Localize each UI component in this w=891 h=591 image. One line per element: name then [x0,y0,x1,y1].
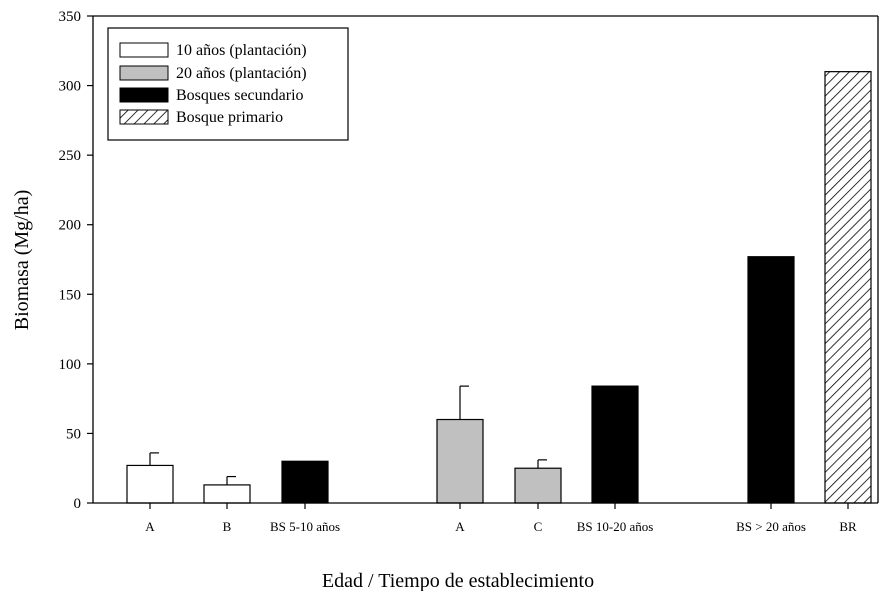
x-category-label: BS 5-10 años [270,519,340,534]
y-ticks: 0 50 100 150 200 250 300 350 [59,9,93,512]
bar [747,256,795,504]
legend-label: Bosques secundario [176,87,304,104]
y-tick-label: 50 [66,426,81,442]
y-tick-label: 200 [59,218,82,234]
legend-swatch [119,109,169,125]
bar [591,385,639,504]
y-tick-label: 250 [59,148,82,164]
bar [824,71,872,504]
axes-layer [92,15,879,504]
y-tick-label: 300 [59,79,82,95]
x-category-label: A [455,519,465,534]
x-category-label: B [223,519,232,534]
y-tick-label: 350 [59,9,82,25]
legend-label: 20 años (plantación) [176,65,307,82]
x-category-label: BR [839,519,857,534]
bars-layer [126,71,872,504]
y-tick-label: 0 [74,496,82,512]
legend-swatch [119,42,169,58]
legend-label: Bosque primario [176,109,283,126]
x-category-label: A [145,519,155,534]
y-tick-label: 100 [59,357,82,373]
legend: 10 años (plantación) 20 años (plantación)… [107,27,349,141]
x-category-label: C [534,519,543,534]
y-tick-label: 150 [59,287,82,303]
bar [203,484,251,504]
legend-swatch [119,87,169,103]
x-category-labels: A B BS 5-10 años A C BS 10-20 años BS > 20 año… [145,503,857,534]
bar [514,467,562,504]
bar [436,418,484,504]
y-axis-title: Biomasa (Mg/ha) [11,190,33,331]
legend-swatch [119,65,169,81]
x-category-label: BS > 20 años [736,519,806,534]
bar [281,460,329,504]
legend-label: 10 años (plantación) [176,42,307,59]
x-category-label: BS 10-20 años [577,519,654,534]
x-axis-title: Edad / Tiempo de establecimiento [322,570,594,591]
bar [126,464,174,504]
